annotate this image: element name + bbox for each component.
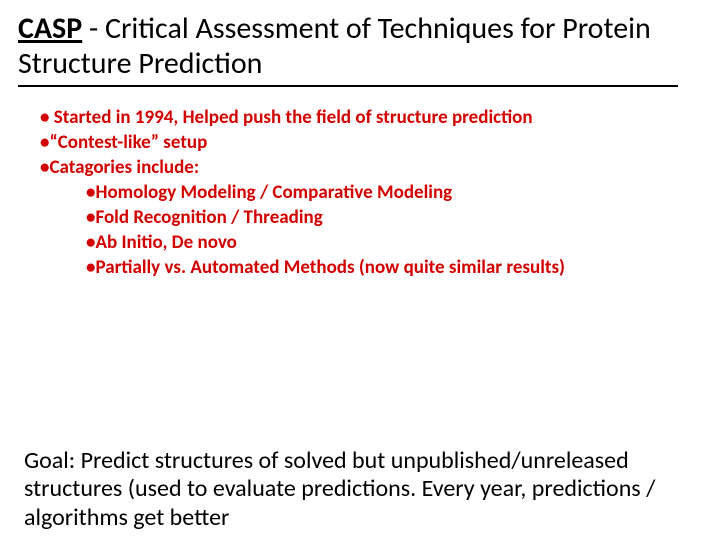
bullet-item: •Fold Recognition / Threading [40,205,702,230]
bullet-item: •Ab Initio, De novo [40,230,702,255]
bullet-dot-icon: • [40,105,49,130]
bullet-text: Started in 1994, Helped push the field o… [54,106,533,129]
bullet-text: Catagories include: [49,156,199,179]
bullet-item: •Catagories include: [40,155,702,180]
bullet-item: •Homology Modeling / Comparative Modelin… [40,180,702,205]
bullet-text: “Contest-like” setup [49,131,207,154]
slide-title: CASP - Critical Assessment of Techniques… [18,12,702,81]
title-acronym: CASP [18,10,82,47]
bullet-item: • Started in 1994, Helped push the field… [40,105,702,130]
bullet-item: •Partially vs. Automated Methods (now qu… [40,255,702,280]
bullet-text: Homology Modeling / Comparative Modeling [95,181,452,204]
bullet-text: Partially vs. Automated Methods (now qui… [95,256,565,279]
bullet-list: • Started in 1994, Helped push the field… [18,105,702,281]
title-rest: - Critical Assessment of Techniques for … [18,10,651,82]
bullet-text: Fold Recognition / Threading [95,206,322,229]
goal-paragraph: Goal: Predict structures of solved but u… [24,447,696,532]
title-underline [18,85,678,87]
bullet-item: •“Contest-like” setup [40,130,702,155]
bullet-text: Ab Initio, De novo [95,231,236,254]
